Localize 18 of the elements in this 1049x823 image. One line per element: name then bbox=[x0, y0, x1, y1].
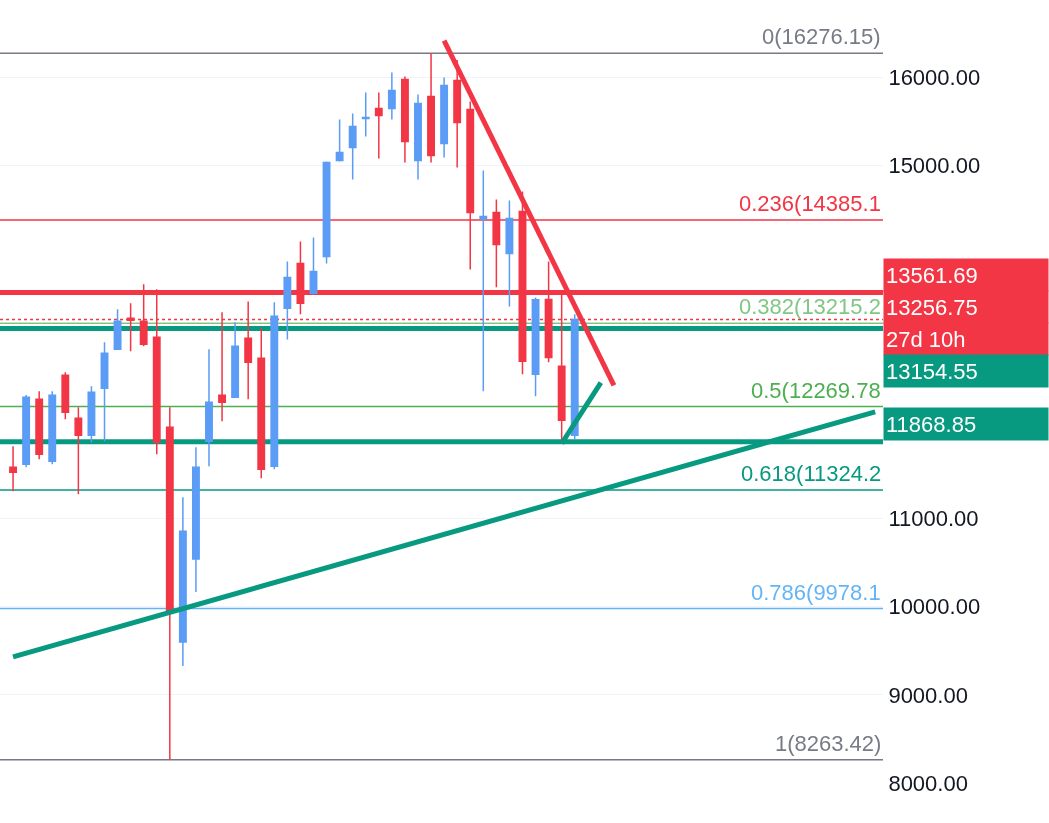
annotation: 0.786(9978.1 bbox=[751, 580, 881, 605]
y-tick-label: 8000.00 bbox=[888, 770, 968, 796]
annotation: 0.236(14385.1 bbox=[739, 191, 881, 216]
ref-line-label: 11868.85 bbox=[886, 411, 977, 437]
y-tick-label: 11000.00 bbox=[888, 506, 979, 532]
annotation: 0.382(13215.2 bbox=[739, 294, 881, 319]
y-tick-label: 9000.00 bbox=[888, 682, 968, 708]
y-tick-label: 16000.00 bbox=[888, 65, 981, 91]
annotation: 0.618(11324.2 bbox=[741, 461, 882, 486]
ref-line-label: 13256.75 bbox=[886, 294, 978, 320]
y-tick-label: 10000.00 bbox=[888, 594, 981, 620]
ref-line-label: 13154.55 bbox=[886, 358, 978, 384]
annotation: 0.5(12269.78 bbox=[751, 378, 881, 403]
annotation: 0(16276.15) bbox=[762, 24, 881, 49]
annotation: 1(8263.42) bbox=[775, 731, 882, 756]
text: 27d 10h bbox=[886, 326, 966, 352]
ref-line-label: 13561.69 bbox=[886, 262, 978, 288]
y-tick-label: 15000.00 bbox=[888, 153, 981, 179]
